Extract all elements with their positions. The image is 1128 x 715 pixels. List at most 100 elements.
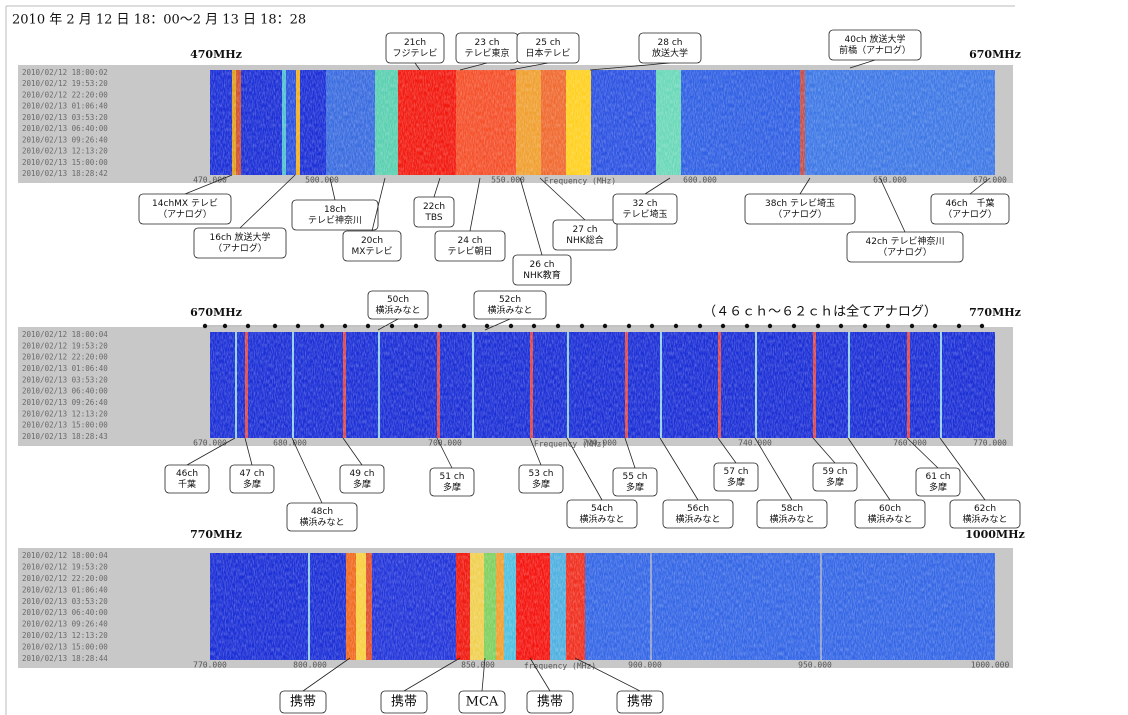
- callout-text: 49 ch: [350, 469, 375, 479]
- callout-text: 57 ch: [724, 467, 749, 477]
- callout-text: MCA: [466, 695, 499, 710]
- timestamp: 2010/02/13 03:53:20: [22, 375, 108, 384]
- page: {"title": "2010 年 2 月 12 日 18：00～2 月 13 …: [0, 0, 1128, 715]
- noise-texture: [210, 553, 995, 660]
- x-tick-label: 680.000: [273, 439, 307, 448]
- callout-text: 46ch: [176, 469, 198, 479]
- band-start: 470MHz: [190, 48, 242, 61]
- callout-text: 47 ch: [240, 469, 265, 479]
- x-tick-label: 800.000: [293, 661, 327, 670]
- callout-text: 18ch: [324, 205, 346, 215]
- callout-text: 60ch: [879, 504, 901, 514]
- callout-text: 24 ch: [458, 236, 483, 246]
- callout-text: 横浜みなと: [579, 513, 624, 525]
- callout-text: 横浜みなと: [675, 513, 720, 525]
- callout-text: 62ch: [974, 504, 996, 514]
- callout: 23 chテレビ東京: [456, 33, 518, 70]
- callout-text: （アナログ）: [878, 246, 932, 258]
- callout-text: 25 ch: [536, 38, 561, 48]
- x-tick-label: 950.000: [798, 661, 832, 670]
- callout: 55 ch多摩: [613, 438, 657, 496]
- callout: 40ch 放送大学前橋（アナログ）: [829, 30, 921, 68]
- timestamp: 2010/02/13 15:00:00: [22, 421, 108, 430]
- callout-text: 20ch: [361, 236, 383, 246]
- timestamp: 2010/02/13 03:53:20: [22, 597, 108, 606]
- callout-text: NHK教育: [523, 269, 560, 281]
- callout-text: 放送大学: [652, 47, 688, 59]
- callout-text: 携帯: [537, 694, 563, 710]
- timestamp: 2010/02/12 22:20:00: [22, 353, 108, 362]
- x-tick-label: 770.000: [193, 661, 227, 670]
- callout-text: 前橋（アナログ）: [839, 44, 911, 56]
- callout-text: 横浜みなと: [867, 513, 912, 525]
- x-tick-label: 740.000: [738, 439, 772, 448]
- band-start: 670MHz: [190, 306, 242, 319]
- x-tick-label: 670.000: [193, 439, 227, 448]
- callout: 32 chテレビ埼玉: [613, 178, 677, 224]
- callout-text: 千葉: [178, 478, 196, 490]
- timestamp: 2010/02/13 01:06:40: [22, 585, 108, 594]
- timestamp: 2010/02/13 06:40:00: [22, 387, 108, 396]
- callout-text: 26 ch: [530, 260, 555, 270]
- leader-line: [880, 178, 905, 232]
- callout-text: 46ch 千葉: [945, 197, 994, 209]
- callout-text: 携帯: [290, 694, 316, 710]
- x-tick-label: 500.000: [305, 176, 339, 185]
- callout-text: 51 ch: [440, 472, 465, 482]
- timestamp: 2010/02/13 18:28:44: [22, 654, 108, 663]
- callout-text: 14chMX テレビ: [152, 198, 218, 209]
- timestamp: 2010/02/13 01:06:40: [22, 102, 108, 111]
- callout: 22chTBS: [414, 178, 454, 227]
- callout-text: 多摩: [243, 478, 261, 490]
- callout-text: 多摩: [532, 478, 550, 490]
- callout-text: 53 ch: [529, 469, 554, 479]
- callout-text: 54ch: [591, 504, 613, 514]
- timestamp: 2010/02/13 15:00:00: [22, 643, 108, 652]
- timestamp: 2010/02/13 09:26:40: [22, 620, 108, 629]
- leader-line: [520, 178, 542, 255]
- leader-line: [470, 178, 480, 231]
- timestamp: 2010/02/12 19:53:20: [22, 79, 108, 88]
- timestamp: 2010/02/12 19:53:20: [22, 341, 108, 350]
- callout-text: 38ch テレビ埼玉: [765, 197, 835, 209]
- leader-line: [292, 438, 322, 503]
- leader-line: [660, 438, 698, 500]
- callout-text: NHK総合: [566, 234, 603, 246]
- callout-text: TBS: [424, 213, 443, 223]
- callout-text: 32 ch: [633, 199, 658, 209]
- x-tick-label: 760.000: [893, 439, 927, 448]
- callout-text: 多摩: [826, 476, 844, 488]
- callout-text: 27 ch: [573, 225, 598, 235]
- callout-text: 多摩: [353, 478, 371, 490]
- timestamp: 2010/02/12 18:00:04: [22, 330, 108, 339]
- callout-text: テレビ朝日: [447, 246, 492, 257]
- timestamp: 2010/02/13 18:28:43: [22, 432, 108, 441]
- callout-text: 携帯: [391, 694, 417, 710]
- callout-text: 42ch テレビ神奈川: [866, 235, 945, 247]
- x-axis-label: Frequency (MHz): [544, 177, 616, 186]
- callout-text: 多摩: [626, 481, 644, 493]
- noise-texture: [210, 70, 995, 175]
- callout: 28 ch放送大学: [590, 33, 701, 70]
- timestamp: 2010/02/12 22:20:00: [22, 90, 108, 99]
- band-end: 770MHz: [969, 306, 1021, 319]
- callout-text: 61 ch: [926, 472, 951, 482]
- x-tick-label: 770.000: [973, 439, 1007, 448]
- timestamp: 2010/02/12 19:53:20: [22, 562, 108, 571]
- timestamp: 2010/02/12 18:00:02: [22, 68, 108, 77]
- callout-text: 48ch: [311, 507, 333, 517]
- callout-text: 多摩: [727, 476, 745, 488]
- timestamp: 2010/02/13 12:13:20: [22, 147, 108, 156]
- callout-text: 59 ch: [823, 467, 848, 477]
- callout-text: 40ch 放送大学: [845, 33, 906, 45]
- callout-text: 21ch: [404, 38, 426, 48]
- callout-text: 横浜みなと: [769, 513, 814, 525]
- callout-text: 横浜みなと: [375, 304, 420, 316]
- callout-text: （アナログ）: [773, 208, 827, 220]
- timestamp: 2010/02/12 18:00:04: [22, 551, 108, 560]
- timestamp: 2010/02/13 06:40:00: [22, 124, 108, 133]
